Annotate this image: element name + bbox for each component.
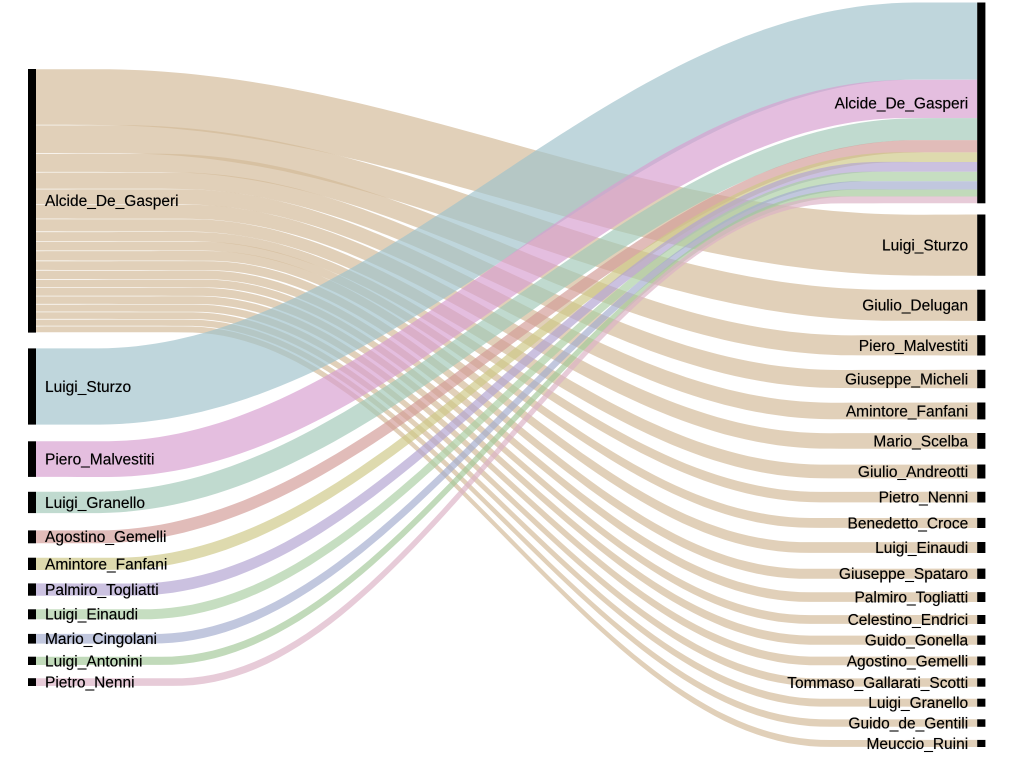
svg-text:Agostino_Gemelli: Agostino_Gemelli (847, 653, 968, 670)
svg-text:Piero_Malvestiti: Piero_Malvestiti (859, 338, 968, 355)
svg-text:Luigi_Granello: Luigi_Granello (868, 695, 968, 712)
svg-text:Pietro_Nenni: Pietro_Nenni (45, 675, 135, 692)
svg-text:Amintore_Fanfani: Amintore_Fanfani (846, 403, 968, 420)
svg-text:Tommaso_Gallarati_Scotti: Tommaso_Gallarati_Scotti (787, 675, 968, 692)
svg-text:Celestino_Endrici: Celestino_Endrici (848, 612, 969, 629)
svg-text:Benedetto_Croce: Benedetto_Croce (848, 515, 969, 532)
svg-text:Alcide_De_Gasperi: Alcide_De_Gasperi (835, 95, 969, 112)
svg-text:Giuseppe_Spataro: Giuseppe_Spataro (839, 566, 968, 583)
svg-text:Giuseppe_Micheli: Giuseppe_Micheli (845, 371, 968, 388)
svg-text:Meuccio_Ruini: Meuccio_Ruini (867, 736, 969, 753)
svg-text:Luigi_Granello: Luigi_Granello (45, 495, 145, 512)
svg-text:Alcide_De_Gasperi: Alcide_De_Gasperi (45, 193, 179, 210)
svg-text:Giulio_Delugan: Giulio_Delugan (862, 298, 968, 315)
svg-text:Luigi_Einaudi: Luigi_Einaudi (45, 607, 138, 624)
svg-text:Guido_Gonella: Guido_Gonella (865, 633, 969, 650)
svg-text:Luigi_Antonini: Luigi_Antonini (45, 653, 142, 670)
svg-text:Amintore_Fanfani: Amintore_Fanfani (45, 556, 167, 573)
svg-text:Palmiro_Togliatti: Palmiro_Togliatti (45, 582, 159, 599)
svg-text:Piero_Malvestiti: Piero_Malvestiti (45, 452, 154, 469)
svg-text:Guido_de_Gentili: Guido_de_Gentili (848, 715, 968, 732)
svg-text:Luigi_Einaudi: Luigi_Einaudi (875, 540, 968, 557)
svg-text:Pietro_Nenni: Pietro_Nenni (879, 490, 969, 507)
svg-text:Mario_Cingolani: Mario_Cingolani (45, 631, 157, 648)
svg-text:Luigi_Sturzo: Luigi_Sturzo (45, 379, 131, 396)
svg-text:Mario_Scelba: Mario_Scelba (873, 433, 968, 450)
svg-text:Palmiro_Togliatti: Palmiro_Togliatti (854, 589, 968, 606)
svg-text:Luigi_Sturzo: Luigi_Sturzo (882, 238, 968, 255)
svg-text:Agostino_Gemelli: Agostino_Gemelli (45, 529, 166, 546)
svg-text:Giulio_Andreotti: Giulio_Andreotti (858, 464, 968, 481)
